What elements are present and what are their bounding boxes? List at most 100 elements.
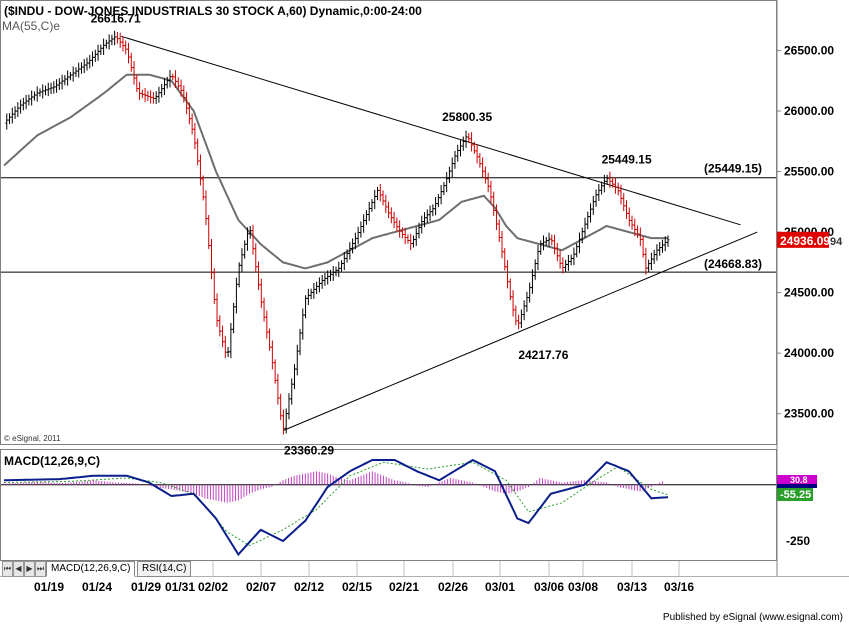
ohlc-bar	[270, 340, 274, 370]
ohlc-bar	[301, 308, 305, 340]
ohlc-bar	[88, 54, 92, 69]
ohlc-bar	[240, 248, 244, 272]
ohlc-bar	[602, 174, 606, 193]
ohlc-bar	[345, 249, 349, 263]
ohlc-bar	[176, 77, 180, 90]
scroll-left-icon[interactable]: ◀	[13, 561, 24, 577]
x-tick-label: 02/21	[389, 580, 419, 594]
ohlc-bar	[57, 78, 61, 91]
ohlc-bar	[340, 260, 344, 272]
ohlc-bar	[24, 94, 28, 110]
ohlc-bar	[353, 232, 357, 250]
ohlc-bar	[536, 244, 540, 271]
ohlc-bar	[569, 254, 573, 266]
ohlc-bar	[223, 335, 227, 359]
ohlc-bar	[423, 212, 427, 228]
ohlc-bar	[594, 189, 598, 207]
ohlc-bar	[381, 190, 385, 206]
ohlc-bar	[575, 243, 579, 258]
y-tick-label: 24500.00	[784, 286, 834, 300]
scroll-first-icon[interactable]: ⏮	[2, 561, 13, 577]
ohlc-bar	[204, 190, 208, 226]
ohlc-bar	[564, 259, 568, 273]
ohlc-bar	[193, 123, 197, 150]
ohlc-bar	[207, 215, 211, 250]
ohlc-bar	[281, 409, 285, 435]
ohlc-bar	[478, 152, 482, 168]
ohlc-bar	[600, 181, 604, 195]
ohlc-bar	[359, 221, 363, 238]
tab-rsi[interactable]: RSI(14,C)	[137, 561, 192, 577]
ohlc-bar	[533, 259, 537, 280]
scroll-last-icon[interactable]: ⏭	[35, 561, 46, 577]
ohlc-bar	[511, 290, 515, 317]
ohlc-bar	[218, 315, 222, 337]
ohlc-bar	[666, 235, 670, 247]
ohlc-bar	[221, 325, 225, 348]
ohlc-bar	[591, 195, 595, 215]
ohlc-bar	[326, 270, 330, 285]
ohlc-bar	[107, 34, 111, 50]
x-tick-label: 03/01	[485, 580, 515, 594]
ohlc-bar	[503, 248, 507, 271]
ohlc-bar	[660, 239, 664, 253]
ohlc-bar	[157, 86, 161, 103]
macd-label: MACD(12,26,9,C)	[4, 454, 100, 468]
ohlc-bar	[315, 281, 319, 295]
ohlc-bar	[342, 251, 346, 271]
ohlc-bar	[60, 74, 64, 90]
macd-line	[3, 458, 669, 557]
ohlc-bar	[364, 210, 368, 225]
ohlc-bar	[436, 194, 440, 208]
ohlc-bar	[633, 218, 637, 236]
ohlc-bar	[580, 227, 584, 244]
ohlc-bar	[165, 76, 169, 89]
macd-signal-value: -55.25	[780, 489, 811, 501]
ohlc-bar	[212, 268, 216, 305]
scroll-right-icon[interactable]: ▶	[24, 561, 35, 577]
ohlc-bar	[553, 234, 557, 255]
ohlc-bar	[406, 234, 410, 244]
price-plot: 26616.71 23360.29 25800.35 24217.76 25449.15…	[1, 11, 776, 458]
ohlc-bar	[472, 141, 476, 154]
tab-macd[interactable]: MACD(12,26,9,C)	[46, 561, 136, 577]
ohlc-bar	[44, 85, 47, 96]
watermark: © eSignal, 2011	[4, 434, 61, 443]
ohlc-bar	[373, 189, 377, 210]
price-panel-frame	[0, 0, 777, 445]
ohlc-bar	[124, 40, 128, 55]
macd-histogram-badge	[777, 475, 817, 484]
price-annotation: 25800.35	[442, 110, 492, 124]
ohlc-bar	[115, 31, 119, 44]
ohlc-bar	[398, 220, 402, 238]
ohlc-bar	[489, 180, 493, 203]
ohlc-bar	[323, 273, 327, 286]
ohlc-bar	[127, 42, 130, 64]
ohlc-bar	[49, 82, 53, 95]
ohlc-bar	[572, 247, 576, 266]
ohlc-bar	[542, 235, 545, 251]
ohlc-bar	[519, 309, 523, 329]
x-tick-label: 02/12	[294, 580, 324, 594]
ohlc-bar	[497, 219, 501, 243]
ohlc-bar	[475, 144, 479, 164]
ohlc-bar	[555, 242, 559, 262]
ohlc-bar	[79, 62, 83, 74]
x-tick-label: 02/15	[342, 580, 372, 594]
ohlc-bar	[445, 172, 449, 193]
ohlc-bar	[35, 86, 39, 102]
macd-y-tick-label: -250	[786, 534, 810, 548]
ohlc-bar	[245, 227, 249, 251]
ohlc-bar	[616, 182, 620, 196]
ohlc-bar	[362, 214, 366, 233]
current-price-value: 24936.09	[780, 234, 830, 248]
ohlc-bar	[46, 82, 50, 97]
current-price-suffix: 94	[830, 236, 843, 248]
ohlc-bar	[566, 255, 570, 271]
ohlc-bar	[295, 344, 299, 376]
ohlc-bar	[337, 261, 341, 278]
ohlc-bar	[630, 215, 634, 230]
ohlc-bar	[82, 59, 86, 74]
ohlc-bar	[539, 240, 543, 255]
ohlc-bar	[400, 227, 404, 239]
